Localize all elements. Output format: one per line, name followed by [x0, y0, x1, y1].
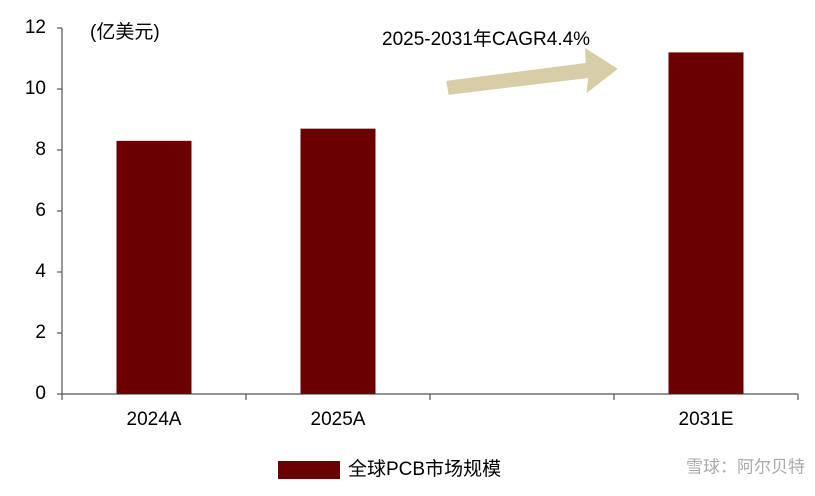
trend-arrow	[446, 48, 618, 95]
bar	[116, 140, 192, 394]
y-tick-label: 12	[25, 17, 46, 38]
unit-label: (亿美元)	[90, 21, 160, 43]
y-tick-label: 0	[35, 383, 46, 404]
y-tick-label: 6	[35, 200, 46, 221]
bar	[300, 128, 376, 394]
y-tick-label: 8	[35, 139, 46, 160]
y-tick-label: 10	[25, 78, 46, 99]
x-tick-label: 2031E	[679, 409, 734, 430]
x-tick-label: 2025A	[311, 409, 366, 430]
legend-label: 全球PCB市场规模	[348, 458, 501, 480]
x-tick-label: 2024A	[127, 409, 182, 430]
y-tick-label: 4	[35, 261, 46, 282]
legend-swatch	[278, 461, 340, 479]
annotation: 2025-2031年CAGR4.4%	[382, 28, 590, 50]
watermark: 雪球：阿尔贝特	[686, 457, 805, 476]
bar	[668, 52, 744, 395]
y-tick-label: 2	[35, 322, 46, 343]
